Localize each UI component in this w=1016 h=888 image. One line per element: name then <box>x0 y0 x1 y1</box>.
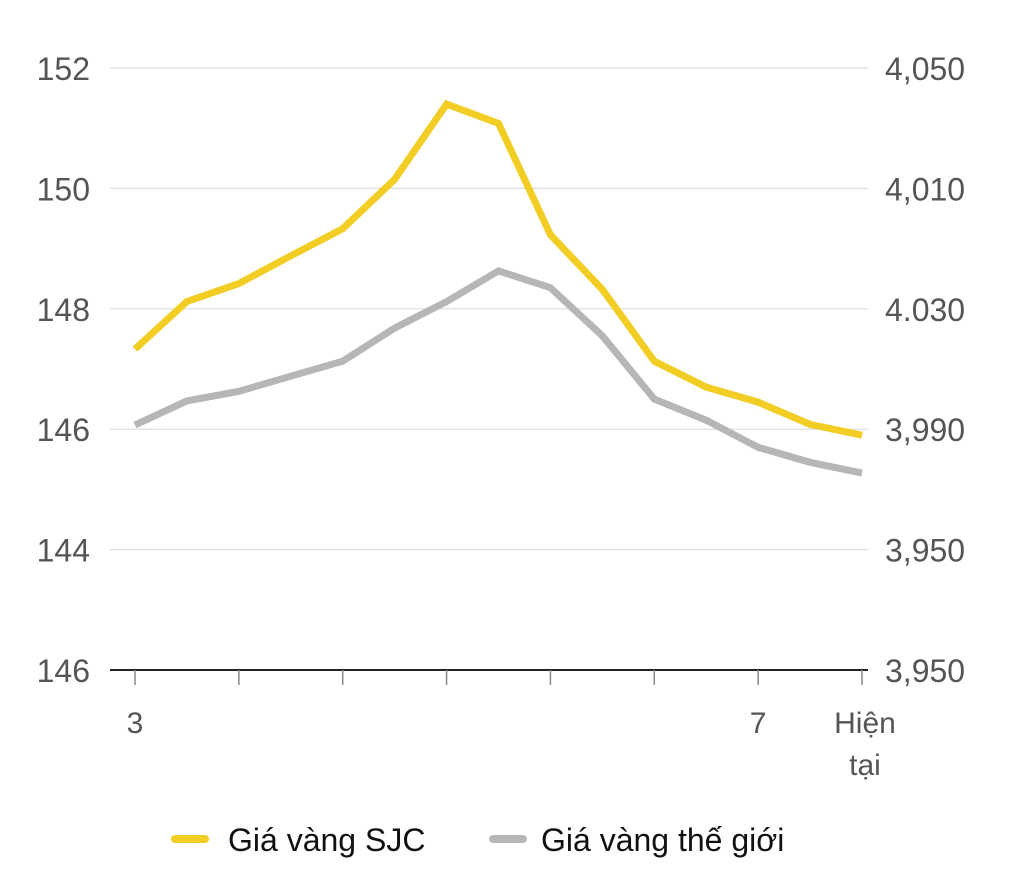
right-tick-label: 3,950 <box>885 653 965 689</box>
right-tick-label: 4,010 <box>885 171 965 207</box>
series-line-1 <box>133 267 863 477</box>
left-tick-label: 144 <box>37 533 90 569</box>
left-tick-label: 148 <box>37 292 90 328</box>
left-axis: 152 150 148 146 144 146 <box>37 51 90 689</box>
gridlines <box>110 67 868 671</box>
right-tick-label: 3,950 <box>885 533 965 569</box>
series-line-0 <box>132 99 863 439</box>
legend: Giá vàng SJC Giá vàng thế giới <box>171 822 784 858</box>
right-axis: 4,050 4,010 4.030 3,990 3,950 3,950 <box>885 51 965 689</box>
x-tick-label: Hiện tại <box>834 707 896 782</box>
right-tick-label: 4.030 <box>885 292 965 328</box>
left-tick-label: 146 <box>37 412 90 448</box>
right-tick-label: 4,050 <box>885 51 965 87</box>
x-tick-label: 3 <box>127 707 144 740</box>
x-axis: 3 7 Hiện tại <box>127 670 896 782</box>
x-tick-label: 7 <box>750 707 767 740</box>
left-tick-label: 152 <box>37 51 90 87</box>
legend-label: Giá vàng SJC <box>228 822 425 858</box>
right-tick-label: 3,990 <box>885 412 965 448</box>
series-lines <box>132 99 863 477</box>
legend-label: Giá vàng thế giới <box>541 822 784 858</box>
left-tick-label: 146 <box>37 653 90 689</box>
left-tick-label: 150 <box>37 171 90 207</box>
